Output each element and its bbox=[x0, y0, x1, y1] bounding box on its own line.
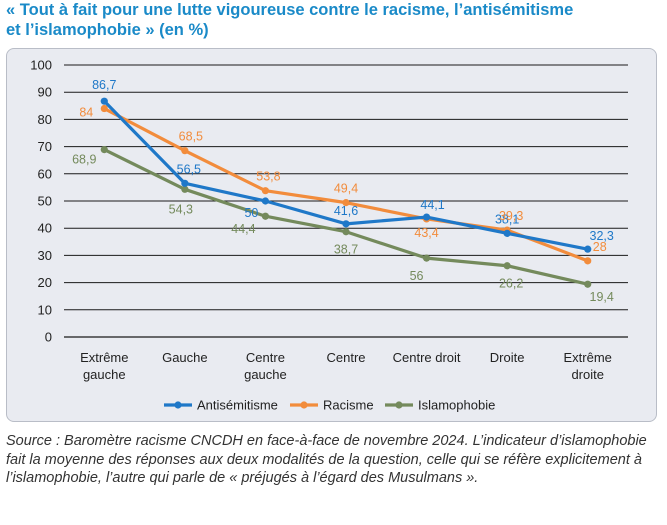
data-label-islamophobie-6: 19,4 bbox=[590, 290, 614, 304]
legend-label-antisémitisme: Antisémitisme bbox=[197, 398, 278, 413]
data-point-antisémitisme-1 bbox=[181, 179, 189, 187]
data-label-islamophobie-5: 26,2 bbox=[499, 277, 523, 291]
data-point-racisme-2 bbox=[261, 187, 270, 195]
data-point-islamophobie-3 bbox=[342, 228, 350, 236]
x-tick-label-4: Centre droit bbox=[393, 350, 461, 365]
data-label-racisme-2: 53,8 bbox=[256, 170, 280, 184]
data-label-racisme-0: 84 bbox=[79, 106, 93, 120]
chart-title: « Tout à fait pour une lutte vigoureuse … bbox=[6, 0, 661, 40]
data-point-antisémitisme-3 bbox=[342, 220, 350, 228]
data-label-islamophobie-3: 38,7 bbox=[334, 243, 358, 257]
x-tick-label-6: Extrême droite bbox=[564, 350, 612, 382]
data-point-islamophobie-2 bbox=[261, 212, 270, 220]
data-point-islamophobie-6 bbox=[584, 280, 592, 288]
data-point-antisémitisme-4 bbox=[422, 213, 431, 221]
data-point-islamophobie-0 bbox=[100, 145, 108, 154]
source-note: Source : Baromètre racisme CNCDH en face… bbox=[6, 433, 647, 486]
data-label-racisme-1: 68,5 bbox=[179, 130, 203, 144]
data-label-racisme-5: 39,3 bbox=[499, 209, 523, 223]
x-tick-label-1: Gauche bbox=[162, 350, 208, 365]
data-point-racisme-3 bbox=[342, 199, 350, 207]
data-label-islamophobie-1: 54,3 bbox=[169, 202, 193, 216]
data-label-antisémitisme-6: 32,3 bbox=[590, 229, 614, 243]
y-tick-label-0: 0 bbox=[45, 330, 52, 345]
data-point-islamophobie-5 bbox=[503, 262, 511, 270]
data-label-antisémitisme-2: 50 bbox=[244, 206, 258, 220]
y-tick-label-20: 20 bbox=[38, 275, 52, 290]
y-tick-label-100: 100 bbox=[30, 58, 52, 73]
data-label-racisme-4: 43,4 bbox=[414, 226, 438, 240]
line-chart: 0 10 20 30 40 50 60 70 80 90 100 Extrême gauche Gauch… bbox=[30, 58, 628, 413]
x-tick-label-5: Droite bbox=[490, 350, 525, 365]
data-point-islamophobie-1 bbox=[181, 185, 189, 193]
data-point-racisme-0 bbox=[100, 104, 108, 113]
data-point-racisme-6 bbox=[584, 257, 592, 265]
y-tick-label-30: 30 bbox=[38, 248, 52, 263]
chart-title-line-2: et l’islamophobie » (en %) bbox=[6, 21, 209, 39]
data-label-antisémitisme-5: 38,1 bbox=[495, 212, 519, 226]
data-label-antisémitisme-1: 56,5 bbox=[177, 162, 201, 176]
data-label-islamophobie-0: 68,9 bbox=[72, 153, 96, 167]
data-label-antisémitisme-4: 44,1 bbox=[420, 198, 444, 212]
legend-marker-racisme bbox=[300, 401, 308, 409]
data-label-racisme-3: 49,4 bbox=[334, 182, 358, 196]
y-tick-label-40: 40 bbox=[38, 221, 52, 236]
legend-marker-islamophobie bbox=[395, 401, 403, 409]
y-tick-label-90: 90 bbox=[38, 85, 52, 100]
data-label-racisme-6: 28 bbox=[593, 240, 607, 254]
data-label-islamophobie-2: 44,4 bbox=[231, 222, 255, 236]
data-point-racisme-1 bbox=[181, 147, 189, 155]
chart-title-line-1: « Tout à fait pour une lutte vigoureuse … bbox=[6, 1, 574, 19]
y-tick-label-10: 10 bbox=[38, 302, 52, 317]
data-label-islamophobie-4: 56 bbox=[410, 269, 424, 283]
data-point-antisémitisme-6 bbox=[584, 245, 592, 253]
legend-marker-antisémitisme bbox=[174, 401, 182, 409]
data-label-antisémitisme-0: 86,7 bbox=[92, 78, 116, 92]
data-point-islamophobie-4 bbox=[422, 254, 431, 262]
y-tick-label-60: 60 bbox=[38, 166, 52, 181]
legend-label-islamophobie: Islamophobie bbox=[418, 398, 495, 413]
legend-label-racisme: Racisme bbox=[323, 398, 374, 413]
data-point-antisémitisme-5 bbox=[503, 229, 511, 237]
data-point-antisémitisme-2 bbox=[261, 197, 270, 205]
y-tick-label-80: 80 bbox=[38, 112, 52, 127]
y-tick-label-70: 70 bbox=[38, 139, 52, 154]
x-tick-label-2: Centre gauche bbox=[244, 350, 287, 382]
y-tick-label-50: 50 bbox=[38, 194, 52, 209]
data-label-antisémitisme-3: 41,6 bbox=[334, 204, 358, 218]
data-point-antisémitisme-0 bbox=[100, 97, 108, 105]
x-tick-label-3: Centre bbox=[326, 350, 365, 365]
x-tick-label-0: Extrême gauche bbox=[80, 350, 128, 382]
